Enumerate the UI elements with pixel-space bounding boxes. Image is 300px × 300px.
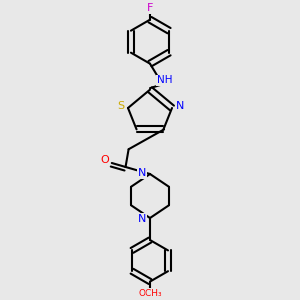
Text: N: N (176, 101, 184, 112)
Text: S: S (117, 101, 124, 112)
Text: N: N (138, 214, 146, 224)
Text: N: N (138, 168, 146, 178)
Text: F: F (147, 3, 153, 13)
Text: OCH₃: OCH₃ (138, 289, 162, 298)
Text: O: O (101, 155, 110, 165)
Text: NH: NH (157, 76, 172, 85)
